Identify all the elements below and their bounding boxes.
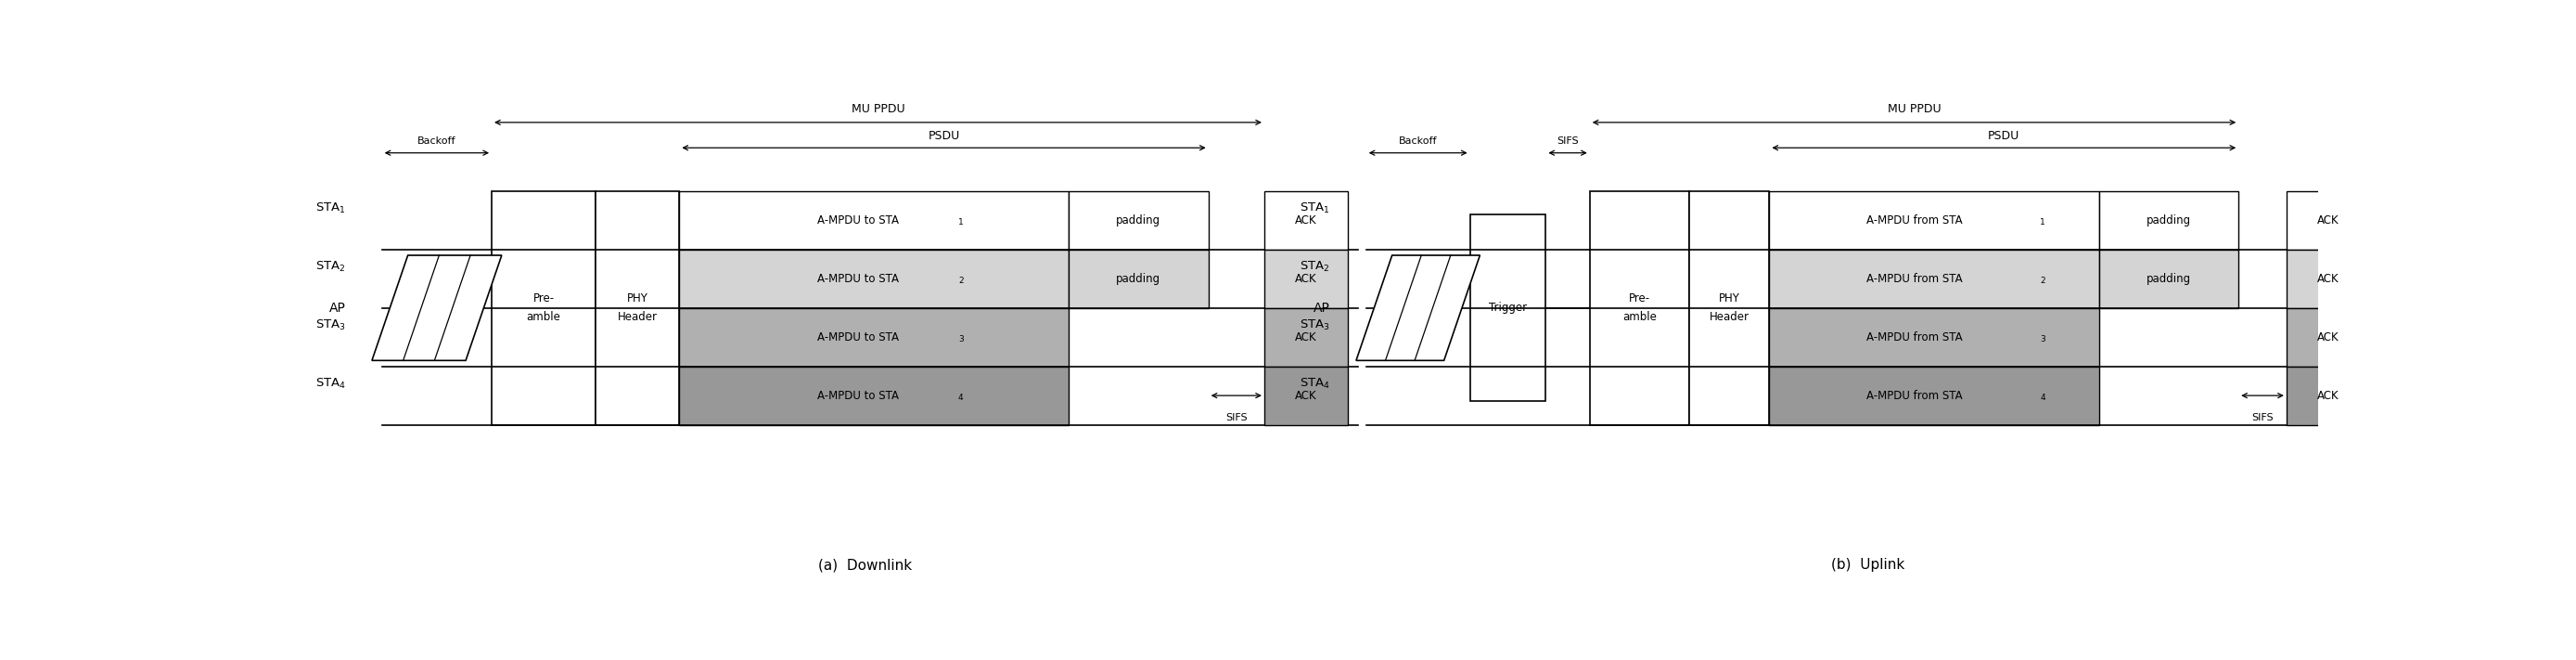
Bar [1471,214,1546,401]
Text: STA$_1$: STA$_1$ [1301,201,1329,216]
Bar [2287,249,2370,308]
Text: PSDU: PSDU [1989,129,2020,142]
Polygon shape [371,255,502,360]
Bar [1265,249,1347,308]
Text: ACK: ACK [1296,214,1316,226]
Text: MU PPDU: MU PPDU [1888,103,1940,115]
Bar [595,191,680,425]
Text: STA$_3$: STA$_3$ [314,318,345,333]
Text: PHY: PHY [1718,292,1739,305]
Bar [2287,191,2370,249]
Text: STA$_4$: STA$_4$ [1298,377,1329,391]
Text: Pre-: Pre- [533,292,554,305]
Bar [1265,366,1347,425]
Bar [1265,308,1347,366]
Bar [680,308,1069,366]
Text: AP: AP [1314,302,1329,314]
Text: STA$_2$: STA$_2$ [317,260,345,274]
Text: 1: 1 [2040,218,2045,226]
Text: PSDU: PSDU [927,129,961,142]
Text: PHY: PHY [626,292,649,305]
Bar [1069,191,1208,249]
Text: ACK: ACK [2318,214,2339,226]
Text: SIFS: SIFS [1226,413,1247,422]
Text: 2: 2 [958,277,963,285]
Text: 4: 4 [958,393,963,402]
Bar [2287,366,2370,425]
Polygon shape [1355,255,1481,360]
Bar [1770,366,2099,425]
Text: MU PPDU: MU PPDU [850,103,904,115]
Bar [1069,249,1208,308]
Text: A-MPDU from STA: A-MPDU from STA [1865,214,1963,226]
Text: AP: AP [330,302,345,314]
Bar [1265,191,1347,249]
Text: 2: 2 [2040,277,2045,285]
Text: (a)  Downlink: (a) Downlink [819,558,912,572]
Text: 4: 4 [2040,393,2045,402]
Text: Header: Header [618,311,657,323]
Bar [1770,191,2099,249]
Bar [680,249,1069,308]
Text: A-MPDU to STA: A-MPDU to STA [817,273,899,284]
Bar [492,191,595,425]
Bar [1589,191,1690,425]
Text: SIFS: SIFS [2251,413,2275,422]
Text: ACK: ACK [2318,331,2339,343]
Text: Trigger: Trigger [1489,302,1528,314]
Text: Backoff: Backoff [417,137,456,146]
Bar [680,191,1069,249]
Text: A-MPDU to STA: A-MPDU to STA [817,214,899,226]
Text: padding: padding [1115,214,1162,226]
Text: A-MPDU from STA: A-MPDU from STA [1865,331,1963,343]
Text: ACK: ACK [1296,389,1316,401]
Bar [680,366,1069,425]
Text: STA$_2$: STA$_2$ [1301,260,1329,274]
Text: amble: amble [526,311,562,323]
Text: STA$_3$: STA$_3$ [1301,318,1329,333]
Text: padding: padding [1115,273,1162,284]
Text: padding: padding [2146,273,2192,284]
Text: SIFS: SIFS [1556,137,1579,146]
Text: 1: 1 [958,218,963,226]
Text: A-MPDU from STA: A-MPDU from STA [1865,273,1963,284]
Text: A-MPDU to STA: A-MPDU to STA [817,389,899,401]
Bar [1690,191,1770,425]
Bar [2099,249,2239,308]
Text: A-MPDU to STA: A-MPDU to STA [817,331,899,343]
Bar [1770,249,2099,308]
Text: 3: 3 [958,335,963,343]
Text: ACK: ACK [1296,331,1316,343]
Bar [2099,191,2239,249]
Text: amble: amble [1623,311,1656,323]
Text: padding: padding [2146,214,2192,226]
Text: 3: 3 [2040,335,2045,343]
Text: Header: Header [1710,311,1749,323]
Text: STA$_4$: STA$_4$ [314,377,345,391]
Text: Backoff: Backoff [1399,137,1437,146]
Text: ACK: ACK [2318,389,2339,401]
Bar [2287,308,2370,366]
Text: Pre-: Pre- [1628,292,1651,305]
Text: (b)  Uplink: (b) Uplink [1832,558,1906,572]
Text: STA$_1$: STA$_1$ [317,201,345,216]
Text: A-MPDU from STA: A-MPDU from STA [1865,389,1963,401]
Text: ACK: ACK [2318,273,2339,284]
Bar [1770,308,2099,366]
Text: ACK: ACK [1296,273,1316,284]
